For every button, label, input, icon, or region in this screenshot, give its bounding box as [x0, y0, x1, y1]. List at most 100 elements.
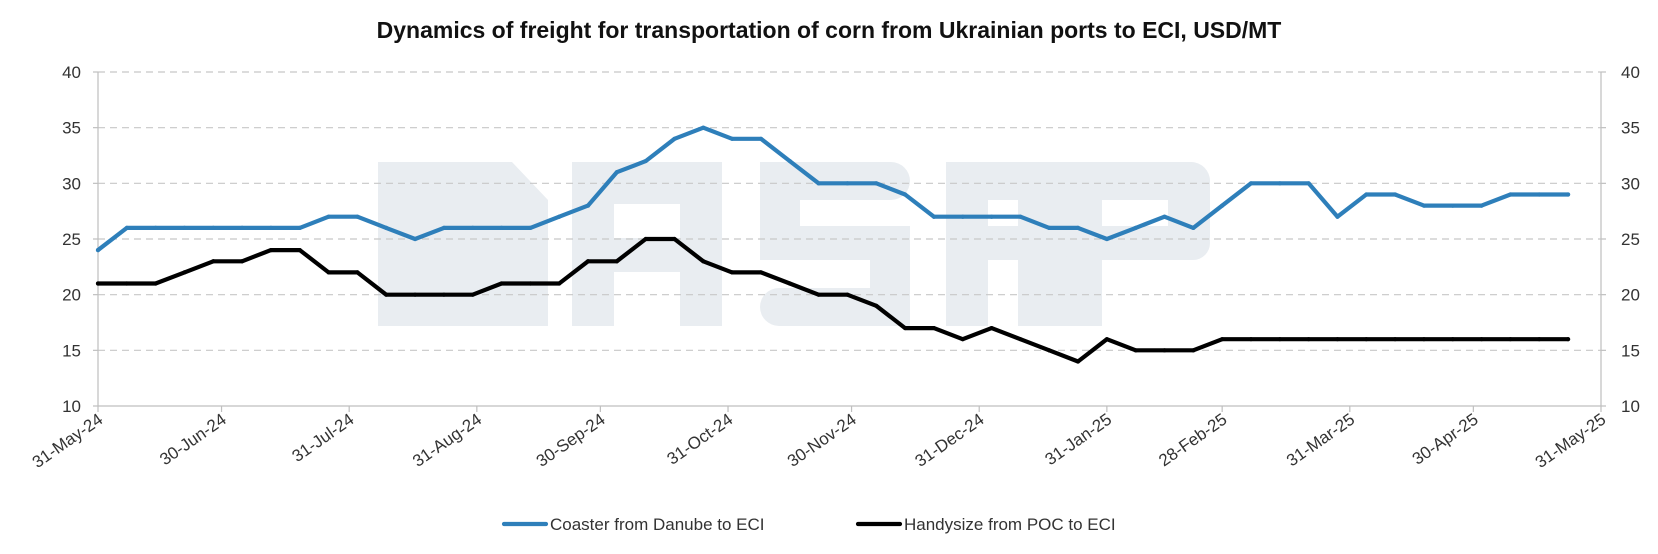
data-point: [95, 281, 101, 286]
data-point: [326, 214, 331, 219]
y-tick-label-left: 10: [62, 397, 81, 416]
data-point: [240, 259, 245, 264]
data-point: [182, 225, 187, 230]
data-point: [816, 292, 821, 297]
data-point: [211, 259, 216, 264]
legend: Coaster from Danube to ECI Handysize from…: [501, 515, 1116, 534]
data-point: [1335, 337, 1340, 342]
data-point: [499, 281, 504, 286]
data-point: [787, 158, 792, 164]
watermark-logo: [378, 162, 1210, 326]
data-point: [153, 225, 158, 230]
data-point: [1075, 225, 1081, 230]
x-axis: 31-May-24 30-Jun-24 31-Jul-24 31-Aug-24 30-S…: [29, 406, 1609, 472]
axes: [93, 71, 1606, 407]
data-point: [1364, 337, 1369, 342]
data-point: [614, 170, 619, 175]
data-point: [1133, 225, 1138, 230]
data-point: [557, 281, 562, 286]
data-point: [1450, 337, 1455, 342]
data-point: [672, 236, 677, 242]
data-point: [1450, 203, 1455, 208]
data-point: [326, 270, 331, 275]
data-point: [182, 270, 187, 275]
x-tick-label: 31-Dec-24: [912, 410, 988, 471]
data-point: [1537, 337, 1542, 342]
data-point: [240, 225, 245, 230]
data-point: [960, 214, 965, 219]
data-point: [384, 225, 389, 230]
chart-title: Dynamics of freight for transportation o…: [377, 17, 1282, 43]
y-tick-label-right: 20: [1621, 286, 1640, 305]
data-point: [874, 181, 879, 186]
y-axis-left: 10 15 20 25 30 35 40: [62, 63, 81, 416]
data-point: [153, 281, 158, 286]
data-point: [1191, 348, 1196, 353]
data-point: [816, 181, 821, 186]
series-line: [95, 125, 1571, 253]
data-point: [1306, 181, 1311, 186]
data-point: [1248, 337, 1254, 342]
y-tick-label-right: 30: [1621, 174, 1640, 193]
data-point: [355, 270, 360, 275]
x-tick-label: 31-May-25: [1532, 410, 1609, 472]
data-point: [1508, 337, 1513, 342]
x-tick-label: 31-Mar-25: [1283, 410, 1358, 471]
y-tick-label-right: 40: [1621, 63, 1640, 82]
data-point: [95, 248, 101, 253]
y-tick-label-left: 20: [62, 286, 81, 305]
data-point: [730, 270, 735, 275]
data-point: [268, 225, 274, 230]
data-point: [1248, 181, 1254, 186]
data-point: [1565, 192, 1571, 197]
x-tick-label: 30-Nov-24: [784, 410, 860, 471]
data-point: [1018, 214, 1023, 219]
y-axis-right: 10 15 20 25 30 35 40: [1621, 63, 1640, 416]
y-tick-label-left: 40: [62, 63, 81, 82]
x-tick-label: 28-Feb-25: [1155, 410, 1230, 471]
data-point: [643, 158, 648, 164]
data-point: [528, 281, 533, 286]
data-point: [528, 225, 533, 230]
x-tick-label: 31-Aug-24: [409, 410, 485, 471]
data-point: [1047, 348, 1052, 353]
data-point: [1508, 192, 1513, 197]
series-layer: [95, 125, 1571, 364]
data-point: [1479, 337, 1484, 342]
data-point: [470, 225, 475, 230]
data-point: [211, 225, 216, 230]
data-point: [730, 136, 735, 141]
data-point: [441, 225, 446, 230]
data-point: [585, 203, 591, 208]
data-point: [845, 292, 850, 297]
data-point: [1104, 337, 1109, 342]
data-point: [557, 214, 562, 219]
data-point: [1335, 214, 1340, 219]
data-point: [1075, 359, 1081, 364]
data-point: [1191, 225, 1196, 230]
data-point: [1421, 337, 1427, 342]
data-point: [989, 325, 994, 331]
x-tick-label: 31-Jan-25: [1042, 410, 1116, 469]
legend-label: Handysize from POC to ECI: [904, 515, 1116, 534]
data-point: [1364, 192, 1369, 197]
data-point: [412, 236, 418, 242]
data-point: [441, 292, 446, 297]
y-tick-label-right: 15: [1621, 341, 1640, 360]
data-point: [1277, 181, 1282, 186]
data-point: [701, 125, 706, 130]
data-point: [1277, 337, 1282, 342]
data-point: [1104, 236, 1109, 242]
x-tick-label: 30-Jun-24: [156, 410, 230, 469]
data-point: [643, 236, 648, 242]
y-tick-label-right: 10: [1621, 397, 1640, 416]
data-point: [1393, 337, 1398, 342]
y-tick-label-left: 15: [62, 341, 81, 360]
data-point: [1479, 203, 1484, 208]
data-point: [124, 225, 129, 230]
data-point: [1306, 337, 1311, 342]
data-point: [1220, 203, 1225, 208]
data-point: [1565, 337, 1571, 342]
data-point: [931, 325, 937, 331]
